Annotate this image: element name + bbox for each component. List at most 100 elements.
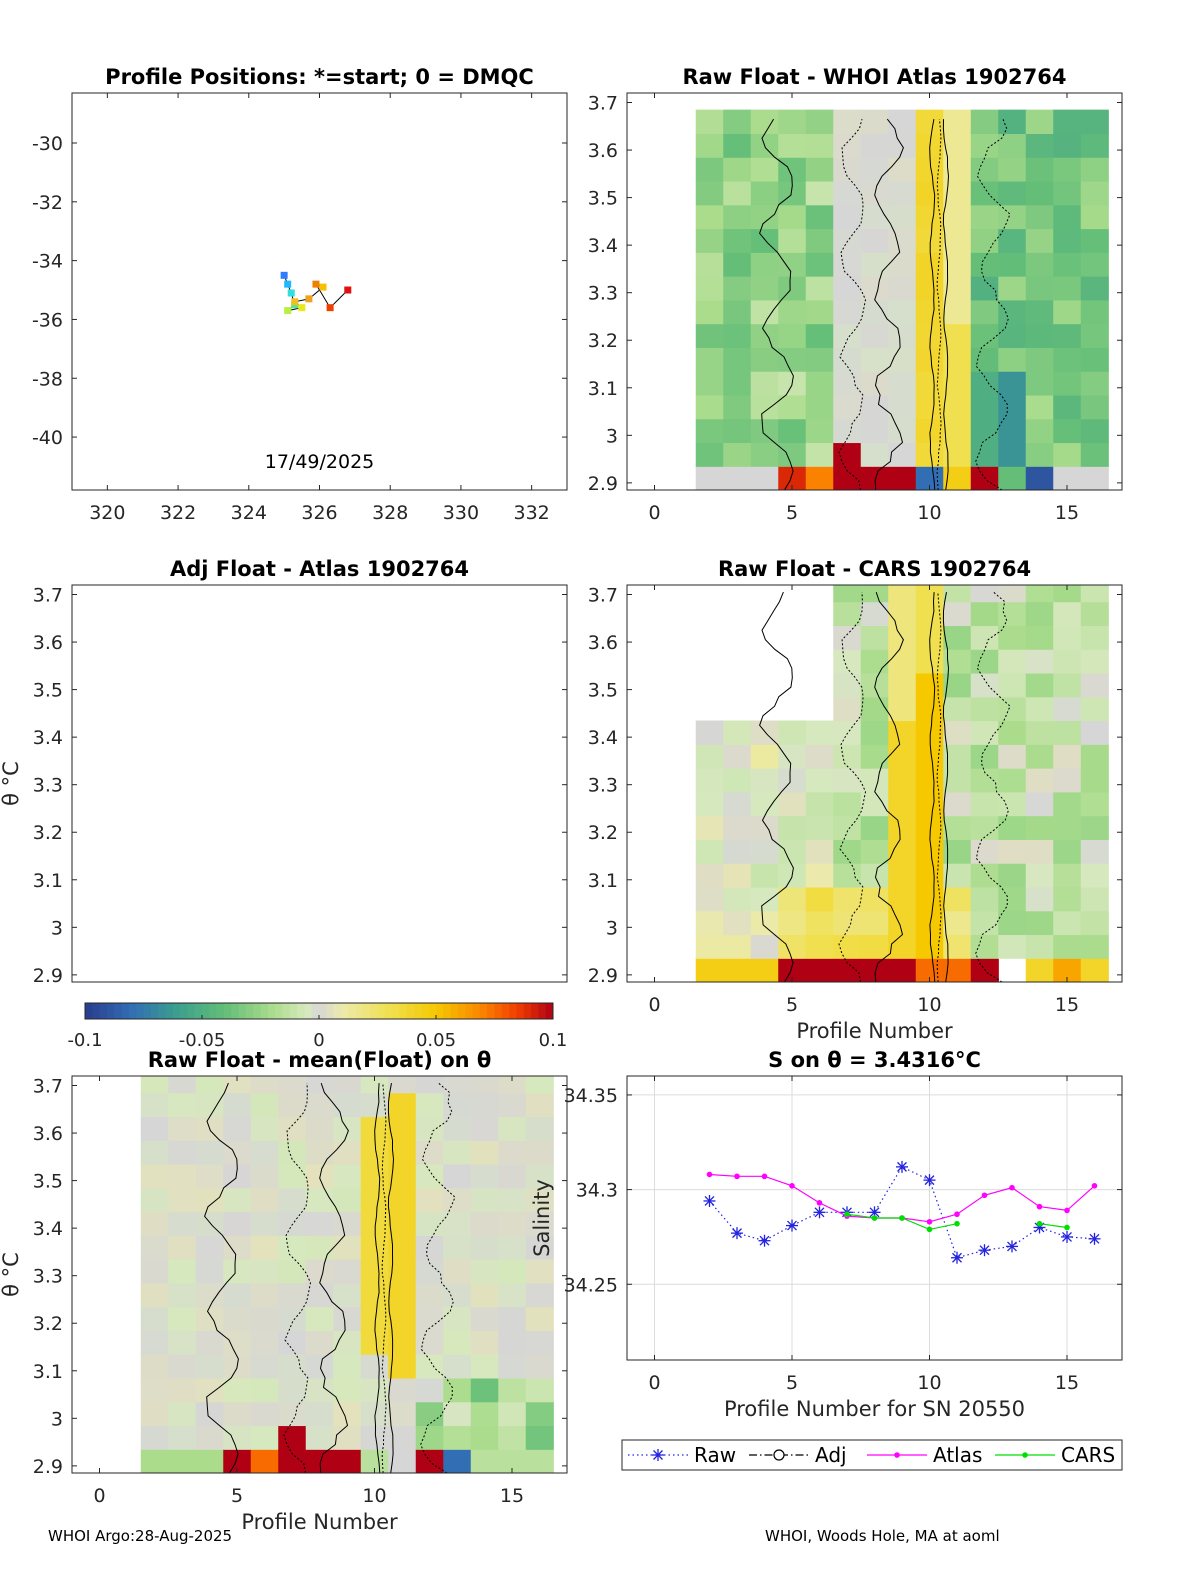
raw_mean-cell	[168, 1163, 197, 1189]
legend-marker-atlas	[894, 1452, 900, 1458]
raw_mean-cell	[333, 1401, 362, 1427]
raw_cars-cell	[1025, 934, 1054, 959]
raw_mean-cell	[195, 1330, 224, 1355]
raw_mean-cell	[305, 1076, 334, 1094]
raw_mean-cell	[140, 1330, 169, 1355]
x-tick-label: 10	[917, 502, 941, 524]
raw_atlas-cell	[805, 394, 834, 420]
raw_mean-cell	[470, 1354, 499, 1379]
raw_atlas-cell	[805, 371, 834, 396]
raw_cars-cell	[943, 720, 972, 745]
x-tick-label: 5	[786, 994, 798, 1016]
raw_cars-cell	[805, 958, 834, 982]
raw_atlas-cell	[1025, 466, 1054, 490]
raw_cars-cell	[888, 863, 917, 888]
raw_mean-cell	[360, 1187, 389, 1213]
raw_cars-cell	[833, 839, 862, 864]
legend-label-adj: Adj	[815, 1443, 847, 1467]
y-tick-label: 3.7	[588, 93, 618, 115]
raw_cars-cell	[833, 696, 862, 722]
raw_atlas-cell	[970, 442, 999, 467]
series-point-atlas	[761, 1173, 768, 1180]
raw_mean-cell	[525, 1330, 554, 1355]
raw_mean-cell	[443, 1140, 472, 1165]
raw_atlas-cell	[998, 109, 1027, 135]
y-tick-label: 3	[606, 917, 618, 939]
raw_mean-cell	[168, 1211, 197, 1236]
raw_atlas-cell	[943, 299, 972, 325]
raw_cars-cell	[1080, 910, 1109, 936]
colorbar-swatch	[436, 1003, 444, 1019]
raw_atlas-cell	[750, 276, 779, 301]
raw_cars-cell	[833, 585, 862, 603]
raw_cars-cell	[998, 768, 1027, 793]
salinity-xlabel: Profile Number for SN 20550	[724, 1397, 1025, 1421]
raw_cars-cell	[1053, 720, 1082, 745]
y-tick-label: 3.2	[33, 1313, 63, 1335]
series-point-cars	[1064, 1224, 1070, 1231]
raw_cars-cell	[723, 886, 752, 912]
raw_mean-cell	[443, 1116, 472, 1141]
raw_cars-cell	[1053, 696, 1082, 722]
raw_atlas-cell	[860, 394, 889, 420]
raw_atlas-cell	[915, 394, 944, 420]
raw_cars-cell	[860, 720, 889, 745]
raw_atlas-cell	[833, 204, 862, 230]
raw_mean-cell	[195, 1187, 224, 1213]
colorbar-swatch	[202, 1003, 210, 1019]
raw_mean-cell	[250, 1330, 279, 1355]
raw_mean-cell	[333, 1092, 362, 1118]
raw_atlas-cell	[970, 299, 999, 325]
series-point-atlas	[1091, 1183, 1098, 1189]
raw_mean-cell	[305, 1425, 334, 1450]
x-tick-label: 5	[786, 1372, 798, 1394]
y-tick-label: 3.3	[588, 283, 618, 305]
raw_cars-cell	[778, 768, 807, 793]
raw_atlas-cell	[778, 466, 807, 490]
raw_atlas-cell	[833, 299, 862, 325]
raw_cars-cell	[860, 815, 889, 840]
raw_mean-cell	[470, 1211, 499, 1236]
raw_atlas-contour-line	[874, 118, 904, 490]
raw_mean-cell	[250, 1140, 279, 1165]
raw_atlas-cell	[1080, 347, 1109, 372]
raw_cars-cell	[833, 910, 862, 936]
raw_mean-cell	[333, 1140, 362, 1165]
x-tick-label: 324	[231, 502, 267, 524]
raw_atlas-cell	[860, 371, 889, 396]
y-tick-label: 3.1	[33, 870, 63, 892]
raw_mean-cell	[388, 1449, 417, 1473]
raw_mean-cell	[223, 1116, 252, 1141]
raw_cars-cell	[1025, 744, 1054, 769]
raw_cars-cell	[778, 934, 807, 959]
raw_mean-cell	[443, 1425, 472, 1450]
raw_atlas-cell	[998, 252, 1027, 277]
raw_atlas-cell	[750, 252, 779, 277]
y-tick-label: 3.3	[588, 775, 618, 797]
raw_atlas-cell	[1025, 371, 1054, 396]
raw_atlas-cell	[750, 323, 779, 348]
raw_cars-cell	[778, 958, 807, 982]
y-tick-label: 3.4	[588, 727, 618, 749]
raw_mean-cell	[223, 1282, 252, 1308]
raw_cars-cell	[833, 934, 862, 959]
raw_mean-cell	[388, 1377, 417, 1403]
raw_cars-cell	[943, 910, 972, 936]
colorbar-swatch	[457, 1003, 466, 1019]
raw_cars-cell	[1053, 625, 1082, 650]
raw_mean-cell	[360, 1163, 389, 1189]
raw_mean-cell	[443, 1330, 472, 1355]
raw_cars-cell	[943, 625, 972, 650]
raw_cars-cell	[970, 696, 999, 722]
raw_atlas-contour-line	[942, 119, 950, 490]
raw_cars-cell	[1053, 910, 1082, 936]
raw_mean-cell	[140, 1187, 169, 1213]
raw_mean-contour-line	[283, 1083, 312, 1473]
raw_cars-cell	[915, 696, 944, 722]
raw_cars-cell	[998, 672, 1027, 698]
raw_mean-cell	[195, 1092, 224, 1118]
colorbar-swatch	[501, 1003, 510, 1019]
raw_atlas-cell	[723, 180, 752, 206]
colorbar-swatch	[421, 1003, 430, 1019]
raw_cars-cell	[970, 601, 999, 627]
